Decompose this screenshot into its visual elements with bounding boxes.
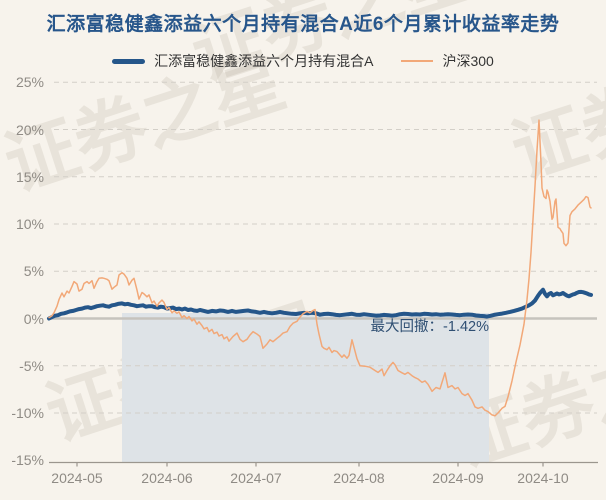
x-axis-label: 2024-07 (230, 469, 282, 486)
y-axis-label: -10% (11, 405, 44, 421)
x-axis-label: 2024-06 (141, 469, 193, 486)
y-axis-label: 25% (15, 74, 44, 91)
legend-label-fund: 汇添富稳健鑫添益六个月持有混合A (154, 53, 374, 69)
fund-line-swatch (112, 58, 146, 64)
index-line (48, 119, 592, 417)
y-axis-label: 20% (15, 121, 44, 138)
chart-legend: 汇添富稳健鑫添益六个月持有混合A 沪深300 (0, 51, 606, 71)
y-axis-label: 10% (15, 216, 44, 232)
x-axis-label: 2024-08 (333, 469, 385, 486)
legend-label-index: 沪深300 (442, 53, 494, 69)
y-axis-label: 15% (15, 168, 44, 185)
y-axis-label: -15% (11, 452, 44, 469)
legend-item-fund[interactable]: 汇添富稳健鑫添益六个月持有混合A (112, 51, 373, 71)
max-drawdown-label: 最大回撤：-1.42% (370, 319, 489, 336)
fund-line (47, 287, 593, 321)
chart-title: 汇添富稳健鑫添益六个月持有混合A近6个月累计收益率走势 (46, 14, 560, 35)
index-line-swatch (401, 60, 434, 62)
legend-item-index[interactable]: 沪深300 (401, 51, 494, 71)
x-axis-label: 2024-09 (432, 469, 484, 486)
y-axis-label: 0% (23, 310, 44, 327)
y-axis-label: 5% (23, 263, 44, 280)
max-drawdown-region (122, 313, 489, 463)
x-axis-label: 2024-10 (517, 469, 569, 486)
y-axis-label: -5% (19, 357, 44, 374)
x-axis-label: 2024-05 (51, 469, 103, 486)
